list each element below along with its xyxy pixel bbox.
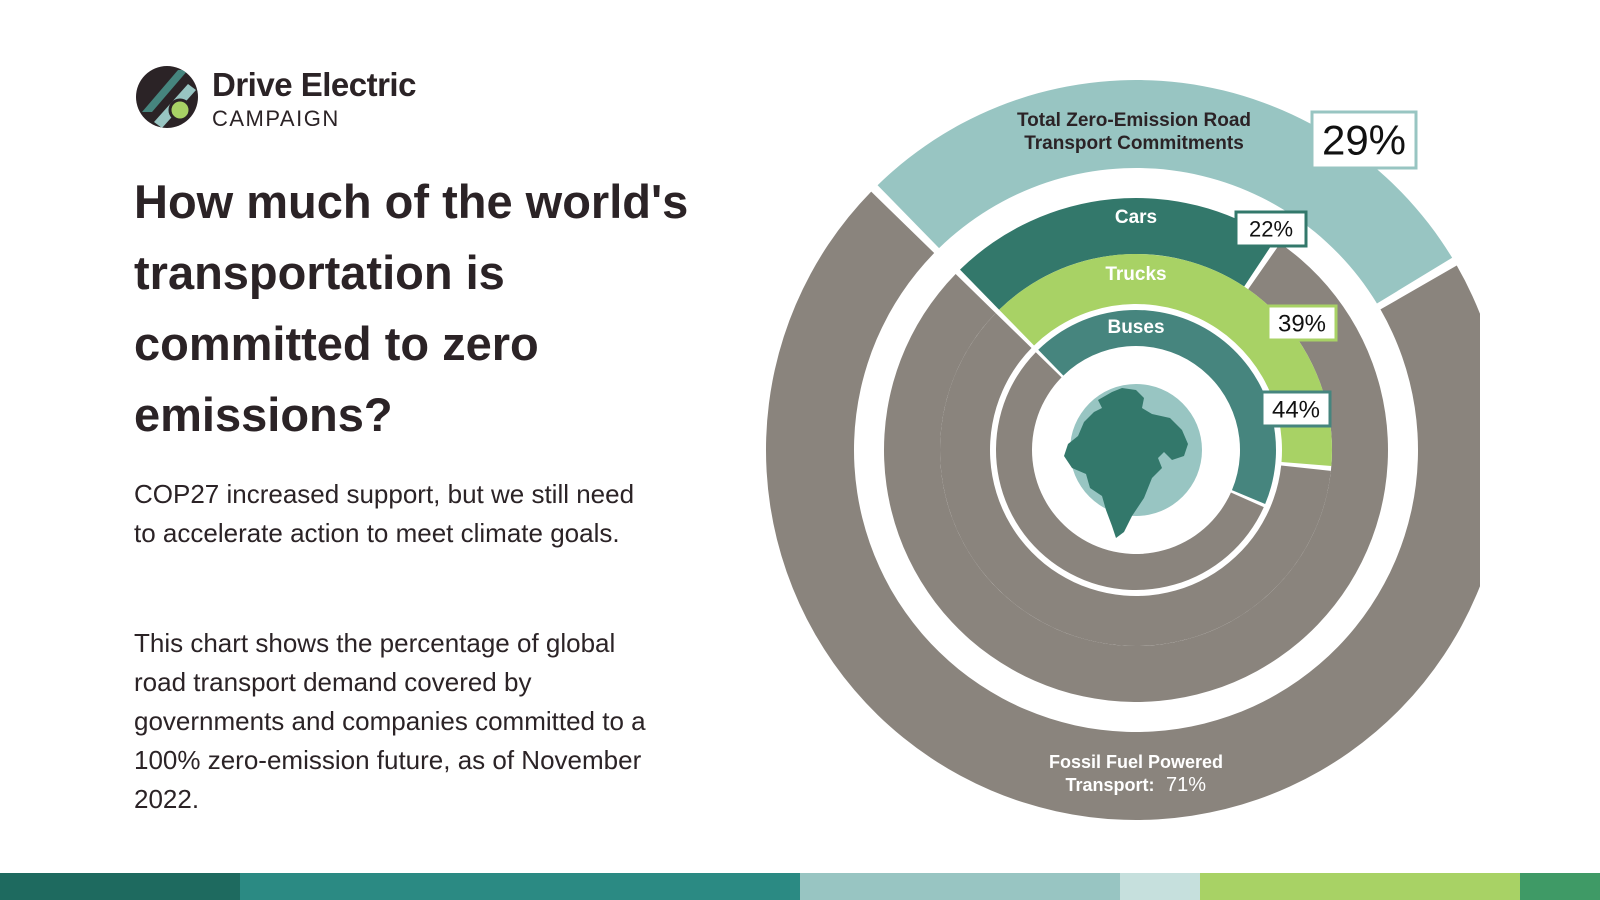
bottom-bar-segment [240,873,800,900]
total-value-label: 29% [1322,117,1406,164]
fossil-arc-total [765,191,1480,820]
buses-label: Buses [1107,317,1164,338]
value-arc-trucks [999,253,1332,467]
value-arc-total [877,79,1453,304]
trucks-value-label: 39% [1278,310,1326,337]
bottom-bar-segment [1120,873,1200,900]
cars-label: Cars [1115,207,1157,228]
buses-value-box [1260,390,1332,428]
intro-paragraph: COP27 increased support, but we still ne… [134,479,635,548]
cars-value-box [1234,210,1308,248]
bottom-color-bar [0,873,1600,900]
brand-name: Drive Electric [212,66,416,103]
lightning-logo-icon [136,66,198,128]
bottom-bar-segment [1200,873,1520,900]
fossil-label-line1: Fossil Fuel Powered [1049,752,1223,772]
trucks-value-box [1266,304,1338,342]
brand-logo: Drive Electric CAMPAIGN [134,64,454,134]
fossil-value-label: 71% [1166,774,1206,796]
total-value-box [1310,110,1418,170]
description-paragraph: This chart shows the percentage of globa… [134,628,646,814]
fossil-arc-trucks [940,313,1331,646]
brand-subtitle: CAMPAIGN [212,106,340,131]
page-title: How much of the world's transportation i… [134,175,689,441]
ring-trucks [940,253,1332,646]
continents [1064,388,1188,538]
total-label-line1: Total Zero-Emission Road [1017,110,1251,131]
globe-icon [1064,384,1202,538]
total-label-line2: Transport Commitments [1024,133,1244,154]
bottom-bar-segment [1520,873,1600,900]
bottom-bar-segment [800,873,1120,900]
value-arc-cars [959,197,1276,310]
cars-value-label: 22% [1249,217,1293,242]
fossil-arc-buses [995,352,1264,591]
trucks-label: Trucks [1105,264,1166,285]
value-arc-buses [1038,310,1276,505]
ring-buses [995,310,1276,591]
ring-cars [884,197,1389,702]
fossil-label-line2: Transport: [1065,775,1154,795]
bottom-bar-segment [0,873,240,900]
buses-value-label: 44% [1272,396,1320,423]
ring-total [765,79,1480,820]
